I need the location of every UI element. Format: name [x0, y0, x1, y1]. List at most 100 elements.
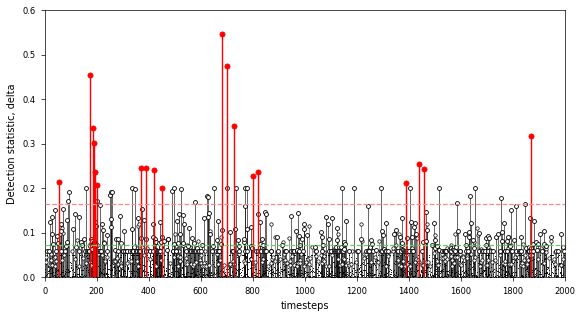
Point [95, 248, 105, 253]
Point [452, 274, 462, 279]
Point [104, 266, 113, 271]
Point [304, 262, 314, 267]
Point [163, 247, 172, 252]
Point [470, 255, 480, 260]
Point [220, 272, 229, 277]
Point [508, 274, 517, 279]
Point [85, 257, 94, 262]
Point [277, 272, 286, 277]
Point [441, 271, 450, 276]
Point [127, 253, 136, 258]
Point [250, 259, 260, 264]
Point [142, 269, 151, 274]
Point [184, 262, 193, 267]
Point [549, 263, 558, 268]
Point [194, 248, 204, 253]
Point [172, 274, 181, 279]
Point [246, 266, 255, 271]
Point [49, 255, 59, 260]
Point [437, 261, 446, 266]
Point [558, 274, 567, 280]
Point [243, 253, 252, 258]
Point [351, 269, 360, 274]
Point [48, 262, 57, 267]
Point [418, 271, 428, 276]
Point [411, 257, 421, 262]
Point [519, 257, 528, 262]
Point [502, 273, 511, 278]
Point [273, 251, 282, 256]
Point [477, 259, 486, 264]
Point [464, 274, 474, 280]
Point [203, 269, 212, 274]
Point [358, 273, 367, 278]
Point [540, 255, 549, 260]
Point [542, 270, 552, 275]
Point [513, 274, 523, 280]
Point [363, 273, 372, 278]
Point [107, 217, 116, 222]
Point [104, 274, 113, 279]
Point [550, 264, 559, 269]
Point [309, 274, 318, 279]
Point [246, 256, 255, 261]
Point [276, 257, 285, 262]
Point [469, 273, 478, 279]
Point [395, 266, 404, 272]
Point [292, 262, 301, 267]
Point [80, 272, 89, 277]
Point [246, 271, 255, 276]
Point [271, 253, 280, 258]
Point [391, 243, 400, 248]
Point [61, 274, 70, 280]
Point [378, 257, 387, 262]
Point [191, 248, 200, 253]
Point [405, 186, 414, 191]
Point [242, 265, 251, 270]
Point [262, 273, 272, 278]
Point [151, 259, 161, 264]
Point [70, 212, 79, 217]
Point [166, 269, 175, 274]
Point [417, 262, 427, 267]
Point [295, 258, 304, 263]
Point [247, 262, 257, 267]
Point [77, 254, 86, 259]
Point [322, 274, 332, 279]
Point [336, 265, 345, 270]
Point [412, 269, 421, 274]
Point [79, 265, 88, 270]
Point [211, 264, 220, 269]
Point [509, 274, 519, 280]
Point [68, 274, 77, 279]
Point [122, 268, 132, 273]
Point [272, 253, 282, 258]
Point [455, 269, 464, 274]
Point [463, 266, 472, 271]
Point [136, 261, 145, 266]
Point [315, 270, 324, 275]
Point [276, 274, 286, 280]
Point [448, 264, 457, 269]
Point [377, 269, 386, 274]
Point [537, 268, 546, 273]
Point [535, 253, 545, 258]
Point [276, 267, 285, 272]
Point [384, 270, 393, 275]
Point [50, 270, 59, 275]
Point [300, 270, 309, 275]
Point [391, 270, 400, 275]
Point [419, 256, 428, 261]
Point [477, 268, 487, 273]
Point [125, 274, 134, 280]
Point [266, 248, 275, 253]
Point [59, 274, 69, 279]
Point [504, 262, 513, 267]
Point [149, 253, 158, 259]
Point [145, 267, 154, 272]
Point [517, 263, 526, 268]
Point [229, 261, 238, 266]
Point [178, 266, 187, 271]
Point [154, 248, 164, 253]
Point [176, 267, 185, 272]
